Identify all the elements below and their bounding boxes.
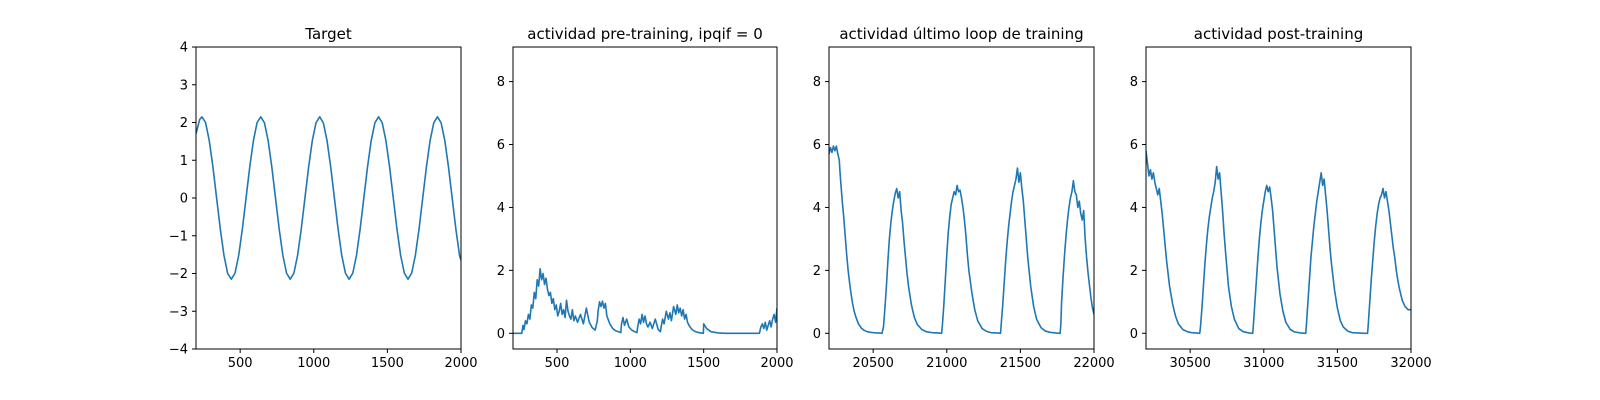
x-tick-label: 1500	[687, 356, 720, 371]
y-tick-label: 0	[1130, 327, 1138, 342]
y-tick-label: 3	[180, 78, 188, 93]
x-tick-label: 20500	[852, 356, 893, 371]
y-tick-label: 0	[180, 192, 188, 207]
y-tick-label: 2	[180, 116, 188, 131]
x-tick-label: 22000	[1073, 356, 1114, 371]
x-tick-label: 2000	[760, 356, 793, 371]
axes-frame	[828, 46, 1095, 350]
subplot-title: actividad último loop de training	[839, 25, 1083, 43]
y-tick-label: 8	[497, 75, 505, 90]
x-tick-label: 1000	[297, 356, 330, 371]
y-tick-label: 2	[813, 264, 821, 279]
y-tick-label: 4	[497, 201, 505, 216]
x-tick-label: 31500	[1317, 356, 1358, 371]
y-tick-label: 0	[497, 327, 505, 342]
y-tick-label: 6	[1130, 138, 1138, 153]
y-tick-label: 4	[1130, 201, 1138, 216]
axes-frame	[1145, 46, 1412, 350]
series-line	[1146, 150, 1411, 335]
x-tick-label: 1500	[371, 356, 404, 371]
subplot-3: 20500 21000 21500 22000 0 2 4 6 8 actividad últim…	[813, 25, 1115, 371]
x-tick-label: 32000	[1390, 356, 1431, 371]
y-tick-label: −4	[169, 343, 188, 358]
x-tick-label: 1000	[614, 356, 647, 371]
series-line	[829, 145, 1094, 335]
subplot-title: actividad post-training	[1194, 25, 1363, 43]
subplot-title: Target	[304, 25, 352, 43]
y-tick-label: 2	[497, 264, 505, 279]
y-tick-label: −1	[169, 229, 188, 244]
x-tick-label: 31000	[1243, 356, 1284, 371]
y-tick-label: 0	[813, 327, 821, 342]
x-tick-label: 21000	[926, 356, 967, 371]
y-tick-label: 2	[1130, 264, 1138, 279]
y-tick-label: 8	[813, 75, 821, 90]
y-tick-label: 4	[813, 201, 821, 216]
subplot-title: actividad pre-training, ipqif = 0	[527, 25, 763, 43]
x-tick-label: 500	[545, 356, 570, 371]
y-tick-label: 6	[497, 138, 505, 153]
y-tick-label: 8	[1130, 75, 1138, 90]
y-tick-label: 4	[180, 41, 188, 56]
x-tick-label: 30500	[1169, 356, 1210, 371]
subplot-2: 500 1000 1500 2000 0 2 4 6 8 actividad pre-traini…	[497, 25, 794, 371]
subplot-1: 500 1000 1500 2000 −4 −3 −2 −1 0 1 2 3 4 Target	[169, 25, 478, 371]
y-tick-label: 6	[813, 138, 821, 153]
x-tick-label: 500	[228, 356, 253, 371]
series-line	[196, 116, 461, 280]
axes-frame	[512, 46, 778, 350]
x-tick-label: 2000	[444, 356, 477, 371]
subplot-4: 30500 31000 31500 32000 0 2 4 6 8 actividad post-…	[1130, 25, 1432, 371]
y-tick-label: 1	[180, 154, 188, 169]
series-line	[513, 267, 777, 335]
x-tick-label: 21500	[1000, 356, 1041, 371]
y-tick-label: −2	[169, 267, 188, 282]
y-tick-label: −3	[169, 305, 188, 320]
